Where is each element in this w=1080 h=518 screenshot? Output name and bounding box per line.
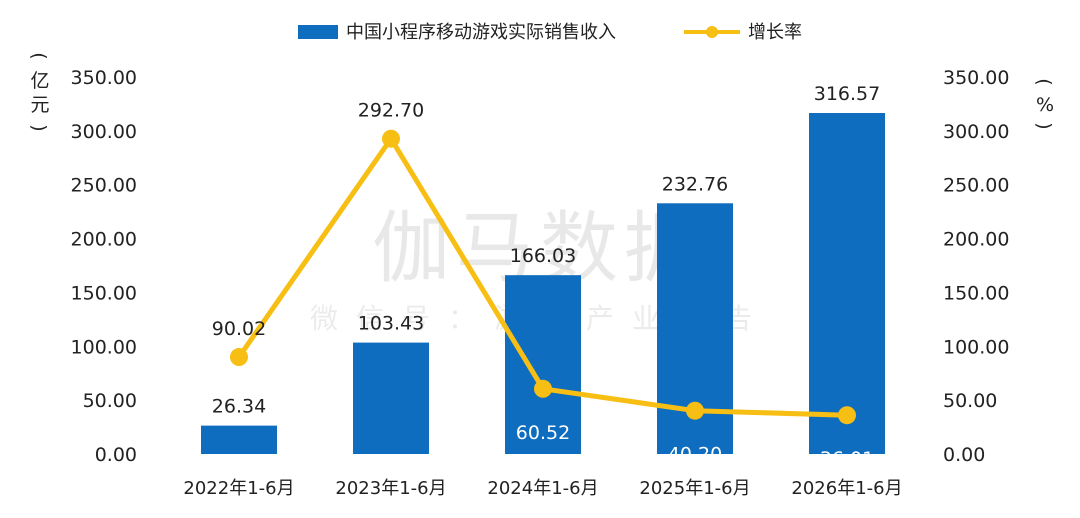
growth-value-label: 292.70	[358, 100, 424, 122]
line-data-labels: 90.02 292.70 60.52 40.20 36.01	[212, 100, 874, 470]
bar	[201, 425, 277, 454]
left-axis-unit-char: (	[28, 52, 50, 59]
left-axis-ticks: 0.00 50.00 100.00 150.00 200.00 250.00 300.00 3…	[71, 67, 137, 466]
x-axis-category: 2025年1-6月	[639, 478, 750, 499]
legend-line-marker	[706, 26, 718, 38]
left-axis-unit-char: 亿	[30, 70, 49, 92]
left-axis-tick: 300.00	[71, 121, 137, 143]
legend-bar-label: 中国小程序移动游戏实际销售收入	[346, 22, 616, 43]
x-axis-category: 2022年1-6月	[183, 478, 294, 499]
right-axis-tick: 100.00	[943, 336, 1009, 358]
growth-value-label: 60.52	[516, 422, 570, 444]
x-axis-category: 2026年1-6月	[791, 478, 902, 499]
x-axis-category: 2023年1-6月	[335, 478, 446, 499]
left-axis-tick: 0.00	[95, 444, 137, 466]
bar	[353, 342, 429, 454]
right-axis-unit-char: (	[1033, 78, 1055, 85]
left-axis-unit: ( 亿元)	[28, 52, 50, 131]
growth-value-label: 40.20	[668, 444, 722, 466]
legend-line-label: 增长率	[748, 22, 802, 43]
growth-point	[838, 406, 856, 425]
left-axis-unit-char: )	[28, 124, 50, 131]
right-axis-tick: 300.00	[943, 121, 1009, 143]
growth-point	[686, 401, 704, 420]
right-axis-tick: 350.00	[943, 67, 1009, 89]
growth-value-label: 90.02	[212, 318, 266, 340]
right-axis-tick: 150.00	[943, 282, 1009, 304]
growth-point	[382, 129, 400, 148]
left-axis-tick: 200.00	[71, 229, 137, 251]
bar-value-label: 26.34	[212, 396, 266, 418]
bar-series	[201, 113, 885, 455]
left-axis-tick: 100.00	[71, 336, 137, 358]
right-axis-tick: 200.00	[943, 229, 1009, 251]
left-axis-tick: 350.00	[71, 67, 137, 89]
left-axis-tick: 50.00	[83, 390, 137, 412]
right-axis-unit-char: %	[1036, 94, 1054, 116]
bar	[809, 113, 885, 455]
right-axis-tick: 250.00	[943, 175, 1009, 197]
bar-value-label: 166.03	[510, 245, 576, 267]
legend-bar-swatch	[298, 25, 338, 39]
right-axis-tick: 50.00	[943, 390, 997, 412]
bar-data-labels: 26.34 103.43 166.03 232.76 316.57	[212, 83, 880, 418]
growth-value-label: 36.01	[820, 448, 874, 470]
x-axis-categories: 2022年1-6月 2023年1-6月 2024年1-6月 2025年1-6月 2026…	[183, 478, 902, 499]
legend: 中国小程序移动游戏实际销售收入 增长率	[298, 22, 802, 43]
growth-point	[534, 379, 552, 398]
right-axis-unit: (%)	[1033, 78, 1055, 129]
growth-point	[230, 348, 248, 367]
growth-line-series	[230, 129, 856, 425]
right-axis-tick: 0.00	[943, 444, 985, 466]
bar-value-label: 232.76	[662, 173, 728, 195]
left-axis-tick: 150.00	[71, 282, 137, 304]
left-axis-unit-char: 元	[30, 94, 49, 116]
bar-value-label: 316.57	[814, 83, 880, 105]
x-axis-category: 2024年1-6月	[487, 478, 598, 499]
right-axis-ticks: 0.00 50.00 100.00 150.00 200.00 250.00 300.00 3…	[943, 67, 1009, 466]
left-axis-tick: 250.00	[71, 175, 137, 197]
bar	[505, 275, 581, 454]
right-axis-unit-char: )	[1033, 122, 1055, 129]
bar-value-label: 103.43	[358, 313, 424, 335]
